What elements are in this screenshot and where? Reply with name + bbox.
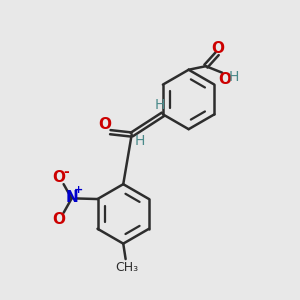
Text: O: O (98, 117, 111, 132)
Text: CH₃: CH₃ (116, 261, 139, 274)
Text: +: + (74, 185, 83, 195)
Text: O: O (53, 170, 66, 185)
Text: O: O (211, 41, 224, 56)
Text: O: O (218, 72, 231, 87)
Text: H: H (135, 134, 145, 148)
Text: H: H (228, 70, 239, 84)
Text: N: N (65, 190, 78, 205)
Text: -: - (64, 165, 70, 179)
Text: H: H (154, 98, 164, 112)
Text: O: O (53, 212, 66, 227)
